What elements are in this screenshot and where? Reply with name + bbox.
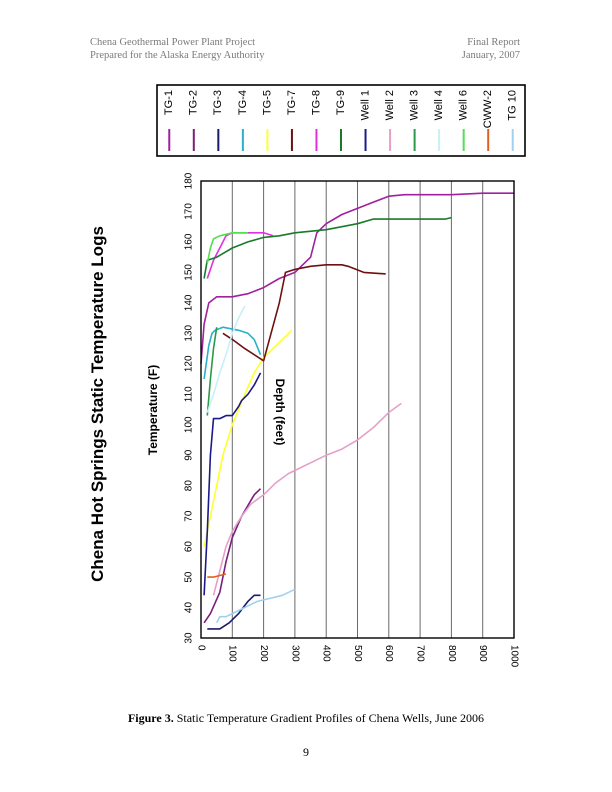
header-left: Chena Geothermal Power Plant Project Pre… [90, 37, 264, 62]
x-tick-label: 300 [289, 645, 300, 662]
y-tick-label: 160 [184, 233, 195, 250]
x-tick-label: 800 [446, 645, 457, 662]
y-axis-label: Temperature (F) [146, 365, 160, 455]
legend-label: TG-2 [188, 90, 200, 115]
grid [231, 181, 484, 638]
y-tick-labels: 30 40 50 60 70 80 90 100 110 120 130 140 150 160 170 18… [184, 172, 195, 643]
legend-label: TG-3 [212, 90, 224, 115]
y-tick-label: 50 [184, 571, 195, 583]
y-tick-label: 150 [184, 264, 195, 281]
series-line-cww-2 [207, 573, 227, 578]
series-line-tg-1 [200, 192, 514, 364]
figure-caption: Figure 3. Static Temperature Gradient Pr… [0, 711, 612, 726]
legend-label: CWW-2 [482, 90, 494, 128]
header-project: Chena Geothermal Power Plant Project [90, 37, 256, 48]
legend-label: TG-9 [335, 90, 347, 115]
series-line-well-3 [206, 327, 218, 416]
x-tick-label: 700 [414, 645, 425, 662]
y-tick-label: 80 [184, 480, 195, 492]
legend-label: Well 6 [458, 90, 470, 120]
y-tick-label: 140 [184, 294, 195, 311]
legend: TG-1 TG-2 TG-3 TG-4 TG-5 TG-7 TG-8 TG-9 Well 1 We… [163, 90, 519, 151]
x-tick-label: 500 [352, 645, 363, 662]
legend-label: TG-1 [163, 90, 175, 115]
y-tick-label: 70 [184, 510, 195, 522]
legend-label: TG-8 [310, 90, 322, 115]
series-line-tg-10 [215, 588, 296, 624]
y-tick-label: 110 [184, 386, 195, 402]
legend-label: Well 1 [359, 90, 371, 120]
x-tick-label: 400 [321, 645, 332, 662]
legend-label: TG-4 [237, 90, 249, 115]
header-report-type: Final Report [467, 37, 520, 48]
chart-title: Chena Hot Springs Static Temperature Log… [88, 226, 107, 582]
series-line-tg-4 [203, 326, 262, 380]
y-tick-label: 120 [184, 355, 195, 372]
series-line-tg-3 [207, 594, 261, 630]
series-line-well-2 [212, 402, 402, 596]
y-tick-label: 90 [184, 449, 195, 461]
x-axis-label: Depth (feet) [273, 379, 287, 446]
x-tick-label: 1000 [508, 645, 519, 668]
x-tick-label: 600 [383, 645, 394, 662]
header-prepared-for: Prepared for the Alaska Energy Authority [90, 49, 265, 61]
series-line-tg-9 [203, 216, 452, 279]
series-line-well-4 [206, 305, 246, 413]
series-line-tg-7 [222, 263, 386, 362]
y-tick-label: 130 [184, 325, 195, 342]
y-tick-label: 100 [184, 416, 195, 433]
x-tick-labels: 0 100 200 300 400 500 600 700 800 900 1000 [195, 645, 519, 668]
legend-label: Well 3 [409, 90, 421, 120]
legend-label: Well 4 [433, 90, 445, 120]
y-tick-label: 180 [184, 172, 195, 189]
series-line-well-6 [206, 232, 248, 264]
figure-caption-text: Static Temperature Gradient Profiles of … [176, 711, 485, 725]
data-series [200, 192, 514, 630]
legend-label: TG 10 [507, 90, 519, 121]
legend-label: TG-7 [286, 90, 298, 115]
series-line-well-1 [203, 372, 262, 596]
y-tick-label: 30 [184, 632, 195, 644]
x-tick-label: 200 [258, 645, 269, 662]
page-number: 9 [303, 745, 309, 759]
series-line-tg-2 [203, 488, 262, 624]
figure-label: Figure 3. [127, 711, 174, 725]
legend-label: TG-5 [261, 90, 273, 115]
x-tick-label: 900 [477, 645, 488, 662]
x-tick-label: 0 [195, 645, 206, 651]
y-tick-label: 170 [184, 203, 195, 220]
header-right: Final Report January, 2007 [462, 37, 520, 62]
plot-frame [200, 180, 515, 639]
y-tick-label: 60 [184, 541, 195, 553]
y-tick-label: 40 [184, 602, 195, 614]
series-line-tg-5 [203, 329, 293, 547]
x-tick-label: 100 [227, 645, 238, 662]
header-date: January, 2007 [461, 49, 520, 61]
legend-label: Well 2 [384, 90, 396, 120]
